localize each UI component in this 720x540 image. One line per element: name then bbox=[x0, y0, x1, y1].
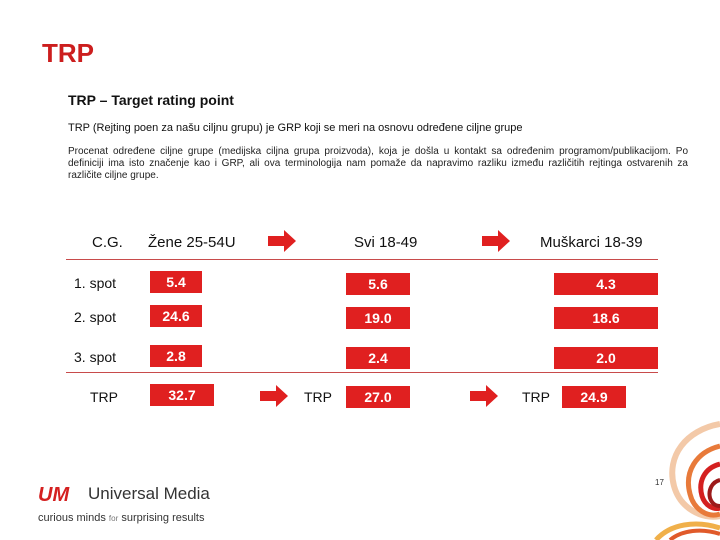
trp-value-men: 24.9 bbox=[562, 386, 626, 408]
trp-label-men: TRP bbox=[522, 389, 550, 405]
value-all-spot-3: 2.4 bbox=[346, 347, 410, 369]
trp-value-women: 32.7 bbox=[150, 384, 214, 406]
header-cg: C.G. bbox=[92, 234, 123, 251]
um-logo-icon: UM bbox=[38, 484, 70, 504]
logo-name: Universal Media bbox=[88, 484, 210, 503]
header-group-women: Žene 25-54U bbox=[148, 234, 236, 251]
value-women-spot-2: 24.6 bbox=[150, 305, 202, 327]
value-women-spot-1: 5.4 bbox=[150, 271, 202, 293]
header-divider bbox=[66, 259, 658, 260]
value-all-spot-1: 5.6 bbox=[346, 273, 410, 295]
decorative-swirl-icon bbox=[654, 421, 720, 540]
slide-subtitle: TRP – Target rating point bbox=[68, 92, 234, 108]
arrow-right-icon bbox=[470, 385, 498, 407]
row-label-spot-2: 2. spot bbox=[74, 309, 117, 325]
trp-explanation: Procenat određene ciljne grupe (medijska… bbox=[68, 146, 688, 181]
logo-tagline: curious minds for surprising results bbox=[38, 512, 205, 524]
value-men-spot-2: 18.6 bbox=[554, 307, 658, 329]
header-group-men: Muškarci 18-39 bbox=[540, 234, 643, 251]
slide-title: TRP bbox=[42, 38, 94, 68]
trp-label-all: TRP bbox=[304, 389, 332, 405]
arrow-right-icon bbox=[260, 385, 288, 407]
value-men-spot-1: 4.3 bbox=[554, 273, 658, 295]
arrow-right-icon bbox=[482, 230, 510, 252]
value-men-spot-3: 2.0 bbox=[554, 347, 658, 369]
value-women-spot-3: 2.8 bbox=[150, 345, 202, 367]
value-all-spot-2: 19.0 bbox=[346, 307, 410, 329]
trp-value-all: 27.0 bbox=[346, 386, 410, 408]
row-label-spot-1: 1. spot bbox=[74, 275, 117, 291]
row-label-spot-3: 3. spot bbox=[74, 349, 117, 365]
arrow-right-icon bbox=[268, 230, 296, 252]
total-divider bbox=[66, 372, 658, 373]
trp-definition: TRP (Rejting poen za našu ciljnu grupu) … bbox=[68, 122, 523, 134]
header-group-all: Svi 18-49 bbox=[354, 234, 418, 251]
trp-label-women: TRP bbox=[90, 389, 118, 405]
svg-text:UM: UM bbox=[38, 484, 70, 504]
page-number: 17 bbox=[655, 478, 664, 487]
